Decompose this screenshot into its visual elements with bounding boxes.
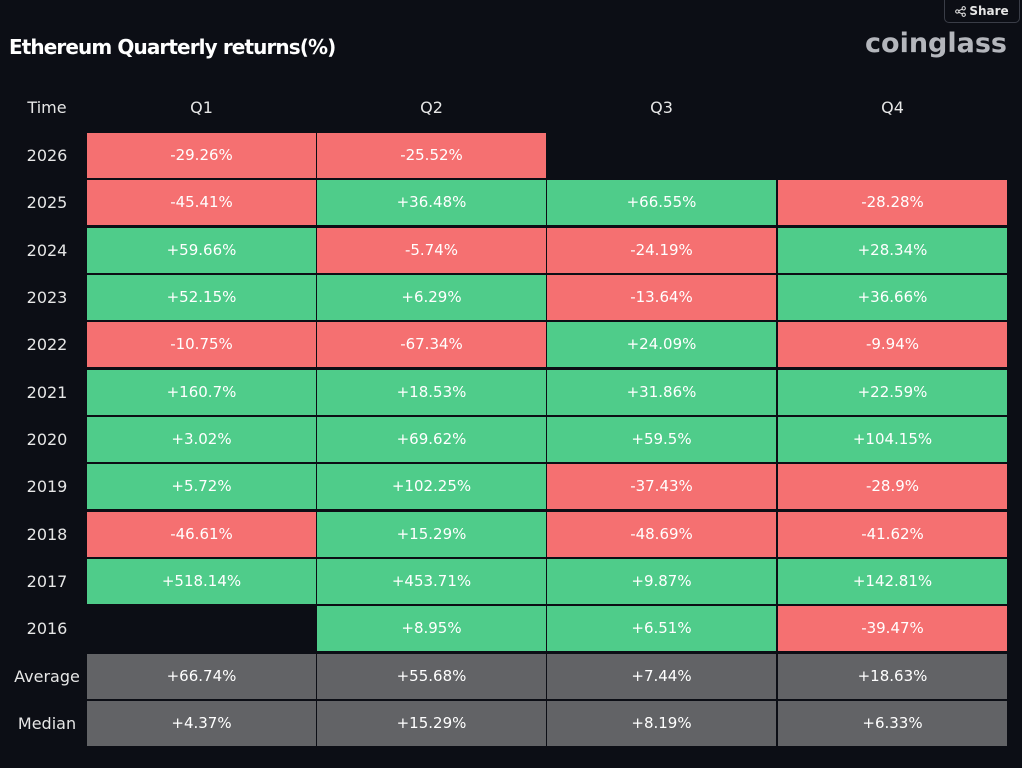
chart-title: Ethereum Quarterly returns(%) [9,35,336,59]
cell-2018-q3: -48.69% [547,512,776,557]
cell-2024-q2: -5.74% [317,228,546,273]
cell-2017-q4: +142.81% [778,559,1007,604]
cell-2023-q2: +6.29% [317,275,546,320]
cell-2026-q3 [547,133,776,178]
cell-median-q4: +6.33% [778,701,1007,746]
cell-2016-q4: -39.47% [778,606,1007,651]
row-label-2026: 2026 [26,146,68,165]
time-header: Time [27,98,67,117]
cell-2021-q3: +31.86% [547,370,776,415]
cell-2021-q1: +160.7% [87,370,316,415]
coinglass-logo: coinglass [865,28,1007,59]
share-icon [955,5,967,17]
column-header-q1: Q1 [190,98,213,117]
cell-2023-q3: -13.64% [547,275,776,320]
row-label-2020: 2020 [26,430,68,449]
row-label-2017: 2017 [26,572,68,591]
cell-average-q1: +66.74% [87,654,316,699]
cell-2018-q4: -41.62% [778,512,1007,557]
share-button[interactable]: Share [944,0,1020,23]
cell-2019-q1: +5.72% [87,464,316,509]
cell-2026-q1: -29.26% [87,133,316,178]
row-label-2018: 2018 [26,525,68,544]
cell-2020-q1: +3.02% [87,417,316,462]
cell-2019-q4: -28.9% [778,464,1007,509]
cell-2025-q1: -45.41% [87,180,316,225]
cell-2016-q2: +8.95% [317,606,546,651]
cell-2022-q2: -67.34% [317,322,546,367]
cell-2026-q2: -25.52% [317,133,546,178]
cell-2016-q3: +6.51% [547,606,776,651]
cell-2017-q1: +518.14% [87,559,316,604]
cell-average-q3: +7.44% [547,654,776,699]
column-header-q2: Q2 [420,98,443,117]
cell-2023-q1: +52.15% [87,275,316,320]
cell-2025-q3: +66.55% [547,180,776,225]
cell-2023-q4: +36.66% [778,275,1007,320]
cell-2025-q4: -28.28% [778,180,1007,225]
cell-median-q1: +4.37% [87,701,316,746]
row-label-2024: 2024 [26,241,68,260]
cell-2017-q3: +9.87% [547,559,776,604]
cell-2021-q4: +22.59% [778,370,1007,415]
cell-median-q3: +8.19% [547,701,776,746]
cell-2025-q2: +36.48% [317,180,546,225]
cell-2024-q4: +28.34% [778,228,1007,273]
cell-average-q4: +18.63% [778,654,1007,699]
row-label-median: Median [17,714,77,733]
cell-2026-q4 [778,133,1007,178]
cell-average-q2: +55.68% [317,654,546,699]
cell-2022-q3: +24.09% [547,322,776,367]
cell-median-q2: +15.29% [317,701,546,746]
column-header-q3: Q3 [650,98,673,117]
row-label-2022: 2022 [26,335,68,354]
cell-2020-q4: +104.15% [778,417,1007,462]
cell-2020-q3: +59.5% [547,417,776,462]
row-label-2019: 2019 [26,477,68,496]
cell-2017-q2: +453.71% [317,559,546,604]
row-label-2023: 2023 [26,288,68,307]
cell-2018-q1: -46.61% [87,512,316,557]
row-label-2025: 2025 [26,193,68,212]
cell-2022-q4: -9.94% [778,322,1007,367]
row-label-2021: 2021 [26,383,68,402]
share-label: Share [969,4,1009,18]
cell-2024-q1: +59.66% [87,228,316,273]
cell-2016-q1 [87,606,316,651]
cell-2018-q2: +15.29% [317,512,546,557]
cell-2021-q2: +18.53% [317,370,546,415]
column-header-q4: Q4 [881,98,904,117]
cell-2019-q3: -37.43% [547,464,776,509]
cell-2024-q3: -24.19% [547,228,776,273]
cell-2020-q2: +69.62% [317,417,546,462]
row-label-2016: 2016 [26,619,68,638]
cell-2022-q1: -10.75% [87,322,316,367]
cell-2019-q2: +102.25% [317,464,546,509]
row-label-average: Average [14,667,80,686]
